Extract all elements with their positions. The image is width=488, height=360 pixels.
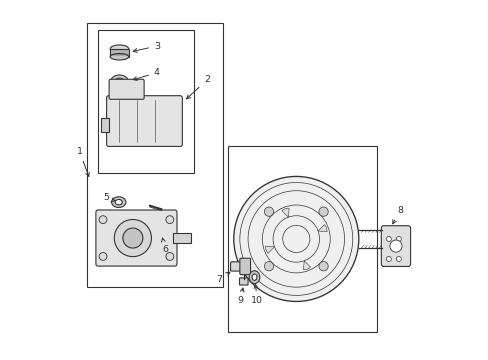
Text: 9: 9 — [237, 288, 244, 305]
Circle shape — [389, 240, 401, 252]
Bar — [110, 49, 128, 57]
Wedge shape — [318, 225, 326, 232]
FancyBboxPatch shape — [109, 79, 144, 99]
Text: 8: 8 — [392, 206, 402, 224]
Ellipse shape — [110, 45, 128, 53]
Ellipse shape — [159, 229, 164, 237]
Ellipse shape — [114, 78, 124, 85]
Text: 6: 6 — [161, 238, 168, 254]
Ellipse shape — [111, 197, 125, 207]
Ellipse shape — [110, 75, 128, 89]
Circle shape — [386, 256, 390, 261]
Wedge shape — [282, 208, 288, 217]
Text: 2: 2 — [186, 76, 209, 99]
FancyBboxPatch shape — [96, 210, 177, 266]
Circle shape — [264, 207, 273, 216]
Bar — [98, 30, 194, 173]
FancyBboxPatch shape — [381, 226, 410, 266]
Text: 7: 7 — [216, 272, 229, 284]
Circle shape — [386, 237, 390, 242]
FancyBboxPatch shape — [239, 278, 247, 285]
Ellipse shape — [110, 54, 128, 60]
Circle shape — [395, 237, 401, 242]
FancyBboxPatch shape — [240, 258, 250, 275]
Text: 1: 1 — [76, 147, 89, 176]
Text: 5: 5 — [102, 193, 115, 202]
Ellipse shape — [115, 199, 122, 205]
Circle shape — [264, 262, 273, 271]
Bar — [101, 118, 109, 132]
Circle shape — [99, 216, 107, 224]
Text: 10: 10 — [250, 285, 263, 305]
Text: 3: 3 — [133, 41, 160, 52]
FancyBboxPatch shape — [230, 262, 243, 271]
Circle shape — [165, 216, 173, 224]
Circle shape — [165, 252, 173, 260]
Bar — [87, 23, 223, 287]
Circle shape — [233, 176, 358, 301]
Circle shape — [318, 207, 327, 216]
Circle shape — [122, 228, 142, 248]
Circle shape — [318, 262, 327, 271]
FancyBboxPatch shape — [106, 96, 182, 147]
Circle shape — [395, 256, 401, 261]
Ellipse shape — [155, 225, 168, 241]
Text: 4: 4 — [133, 68, 160, 80]
Circle shape — [99, 252, 107, 260]
Circle shape — [114, 220, 151, 257]
Ellipse shape — [248, 271, 259, 284]
Wedge shape — [265, 246, 274, 253]
Wedge shape — [303, 261, 310, 270]
Ellipse shape — [251, 274, 257, 280]
FancyBboxPatch shape — [173, 233, 190, 243]
Bar — [228, 146, 376, 332]
